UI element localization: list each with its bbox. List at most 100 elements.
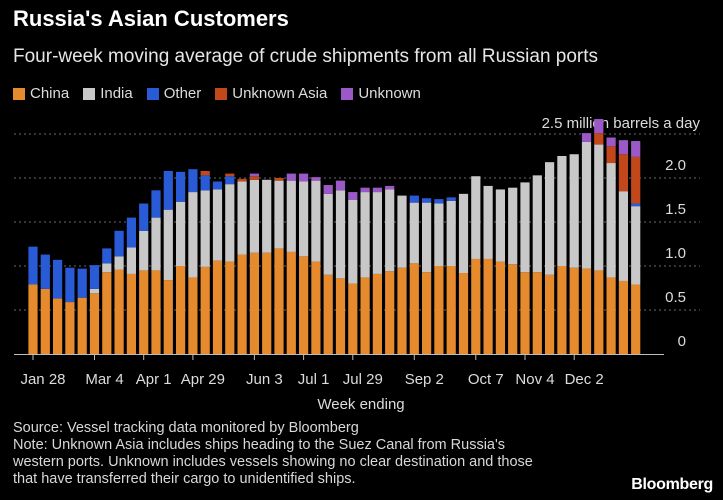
note-line-3: that have transferred their cargo to uni… [13, 471, 356, 487]
y-tick-label: 0.5 [665, 289, 686, 306]
x-tick-label: Jul 1 [298, 371, 330, 388]
legend-item-unknown: Unknown [341, 85, 421, 102]
bar-segment-china [348, 283, 358, 354]
bar-segment-india [631, 206, 641, 285]
bar-segment-unknown-asia [225, 173, 235, 177]
bar-segment-other [114, 230, 124, 257]
bar-segment-unknown [323, 185, 333, 194]
bar-segment-other [126, 217, 136, 248]
legend-swatch [341, 87, 354, 100]
bar-segment-unknown [249, 173, 259, 177]
bar-segment-china [409, 263, 419, 354]
note-line-2: western ports. Unknown includes vessels … [13, 454, 533, 470]
bar-segment-india [348, 200, 358, 284]
bar-segment-india [385, 189, 395, 272]
bar-segment-unknown [581, 133, 592, 142]
bar-segment-india [545, 162, 555, 275]
bar-segment-india [409, 202, 419, 264]
bar-segment-china [126, 273, 136, 354]
chart-subtitle: Four-week moving average of crude shipme… [13, 46, 599, 67]
x-axis-title: Week ending [317, 396, 404, 413]
y-tick-label: 2.0 [665, 157, 686, 174]
bar-segment-unknown [618, 140, 628, 155]
bar-segment-other [65, 267, 75, 303]
bar-segment-unknown-asia [274, 178, 284, 181]
bar-segment-india [176, 201, 186, 266]
bar-segment-china [237, 254, 247, 354]
y-tick-label: 0 [678, 333, 686, 350]
bar-segment-india [262, 179, 272, 253]
chart-title: Russia's Asian Customers [13, 6, 289, 31]
bar-segment-china [372, 273, 382, 354]
bar-segment-india [286, 180, 296, 252]
bar-segment-other [434, 199, 444, 204]
bar-segment-china [188, 277, 198, 354]
bar-segment-china [28, 284, 38, 354]
bar-segment-other [151, 190, 161, 218]
bar-segment-china [594, 270, 604, 354]
bar-segment-india [483, 185, 493, 259]
bar-segment-china [225, 261, 235, 354]
bar-segment-india [249, 179, 259, 253]
bar-segment-unknown-asia [237, 178, 247, 182]
bar-segment-china [212, 260, 223, 354]
bar-segment-india [581, 141, 592, 269]
bar-segment-india [360, 192, 370, 278]
bar-segment-china [274, 248, 284, 354]
bar-segment-china [151, 270, 161, 354]
bar-segment-china [422, 272, 432, 354]
bar-segment-unknown-asia [249, 176, 259, 180]
bar-segment-unknown [299, 173, 309, 182]
legend-label: Unknown [358, 85, 421, 102]
chart-legend: China India Other Unknown Asia Unknown [13, 85, 421, 102]
bar-segment-india [520, 182, 530, 273]
bar-segment-other [225, 176, 235, 185]
legend-swatch [83, 87, 96, 100]
bar-segment-china [581, 268, 592, 354]
x-tick-label: Jun 3 [246, 371, 283, 388]
bar-segment-unknown [372, 187, 382, 193]
bar-segment-india [569, 154, 579, 268]
y-unit-label: 2.5 million barrels a day [542, 115, 701, 132]
x-tick-label: Dec 2 [565, 371, 604, 388]
source-note: Source: Vessel tracking data monitored b… [13, 420, 359, 436]
bar-segment-india [434, 203, 444, 266]
bar-segment-china [53, 298, 63, 354]
bar-segment-other [176, 171, 186, 202]
bar-segment-china [114, 269, 124, 354]
bar-segment-unknown-asia [606, 146, 616, 164]
bar-segment-india [397, 195, 407, 268]
bar-segment-china [286, 251, 296, 354]
bar-segment-china [434, 266, 444, 354]
bar-segment-china [323, 274, 333, 354]
bar-segment-india [126, 247, 136, 274]
bar-segment-india [606, 163, 616, 278]
bar-segment-china [545, 274, 555, 354]
legend-label: India [100, 85, 133, 102]
legend-swatch [146, 87, 159, 100]
bar-segment-other [163, 170, 173, 210]
bar-segment-china [631, 284, 641, 354]
bar-segment-india [311, 180, 321, 262]
bar-segment-india [594, 144, 604, 271]
x-tick-label: Apr 1 [136, 371, 172, 388]
bar-segment-china [262, 252, 272, 354]
y-tick-label: 1.5 [665, 201, 686, 218]
bar-segment-unknown-asia [631, 156, 641, 204]
stacked-bar-chart: 2.5 million barrels a day 0 0.5 1.0 1.5 2.0 Ja… [14, 115, 701, 413]
bar-segment-india [422, 202, 432, 273]
bar-segment-india [471, 176, 481, 259]
legend-item-other: Other [146, 85, 201, 102]
legend-item-unknown-asia: Unknown Asia [215, 85, 327, 102]
bar-segment-china [397, 267, 407, 354]
bar-segment-other [53, 259, 63, 299]
footer-notes: Source: Vessel tracking data monitored b… [13, 420, 613, 488]
bar-segment-other [631, 203, 641, 207]
bar-segment-unknown [606, 137, 616, 147]
bar-segment-unknown [631, 141, 641, 157]
bar-segment-china [65, 302, 75, 354]
bar-segment-india [212, 189, 223, 261]
bar-segment-india [458, 193, 469, 274]
bar-segment-india [495, 189, 505, 262]
bar-segment-china [458, 273, 469, 354]
